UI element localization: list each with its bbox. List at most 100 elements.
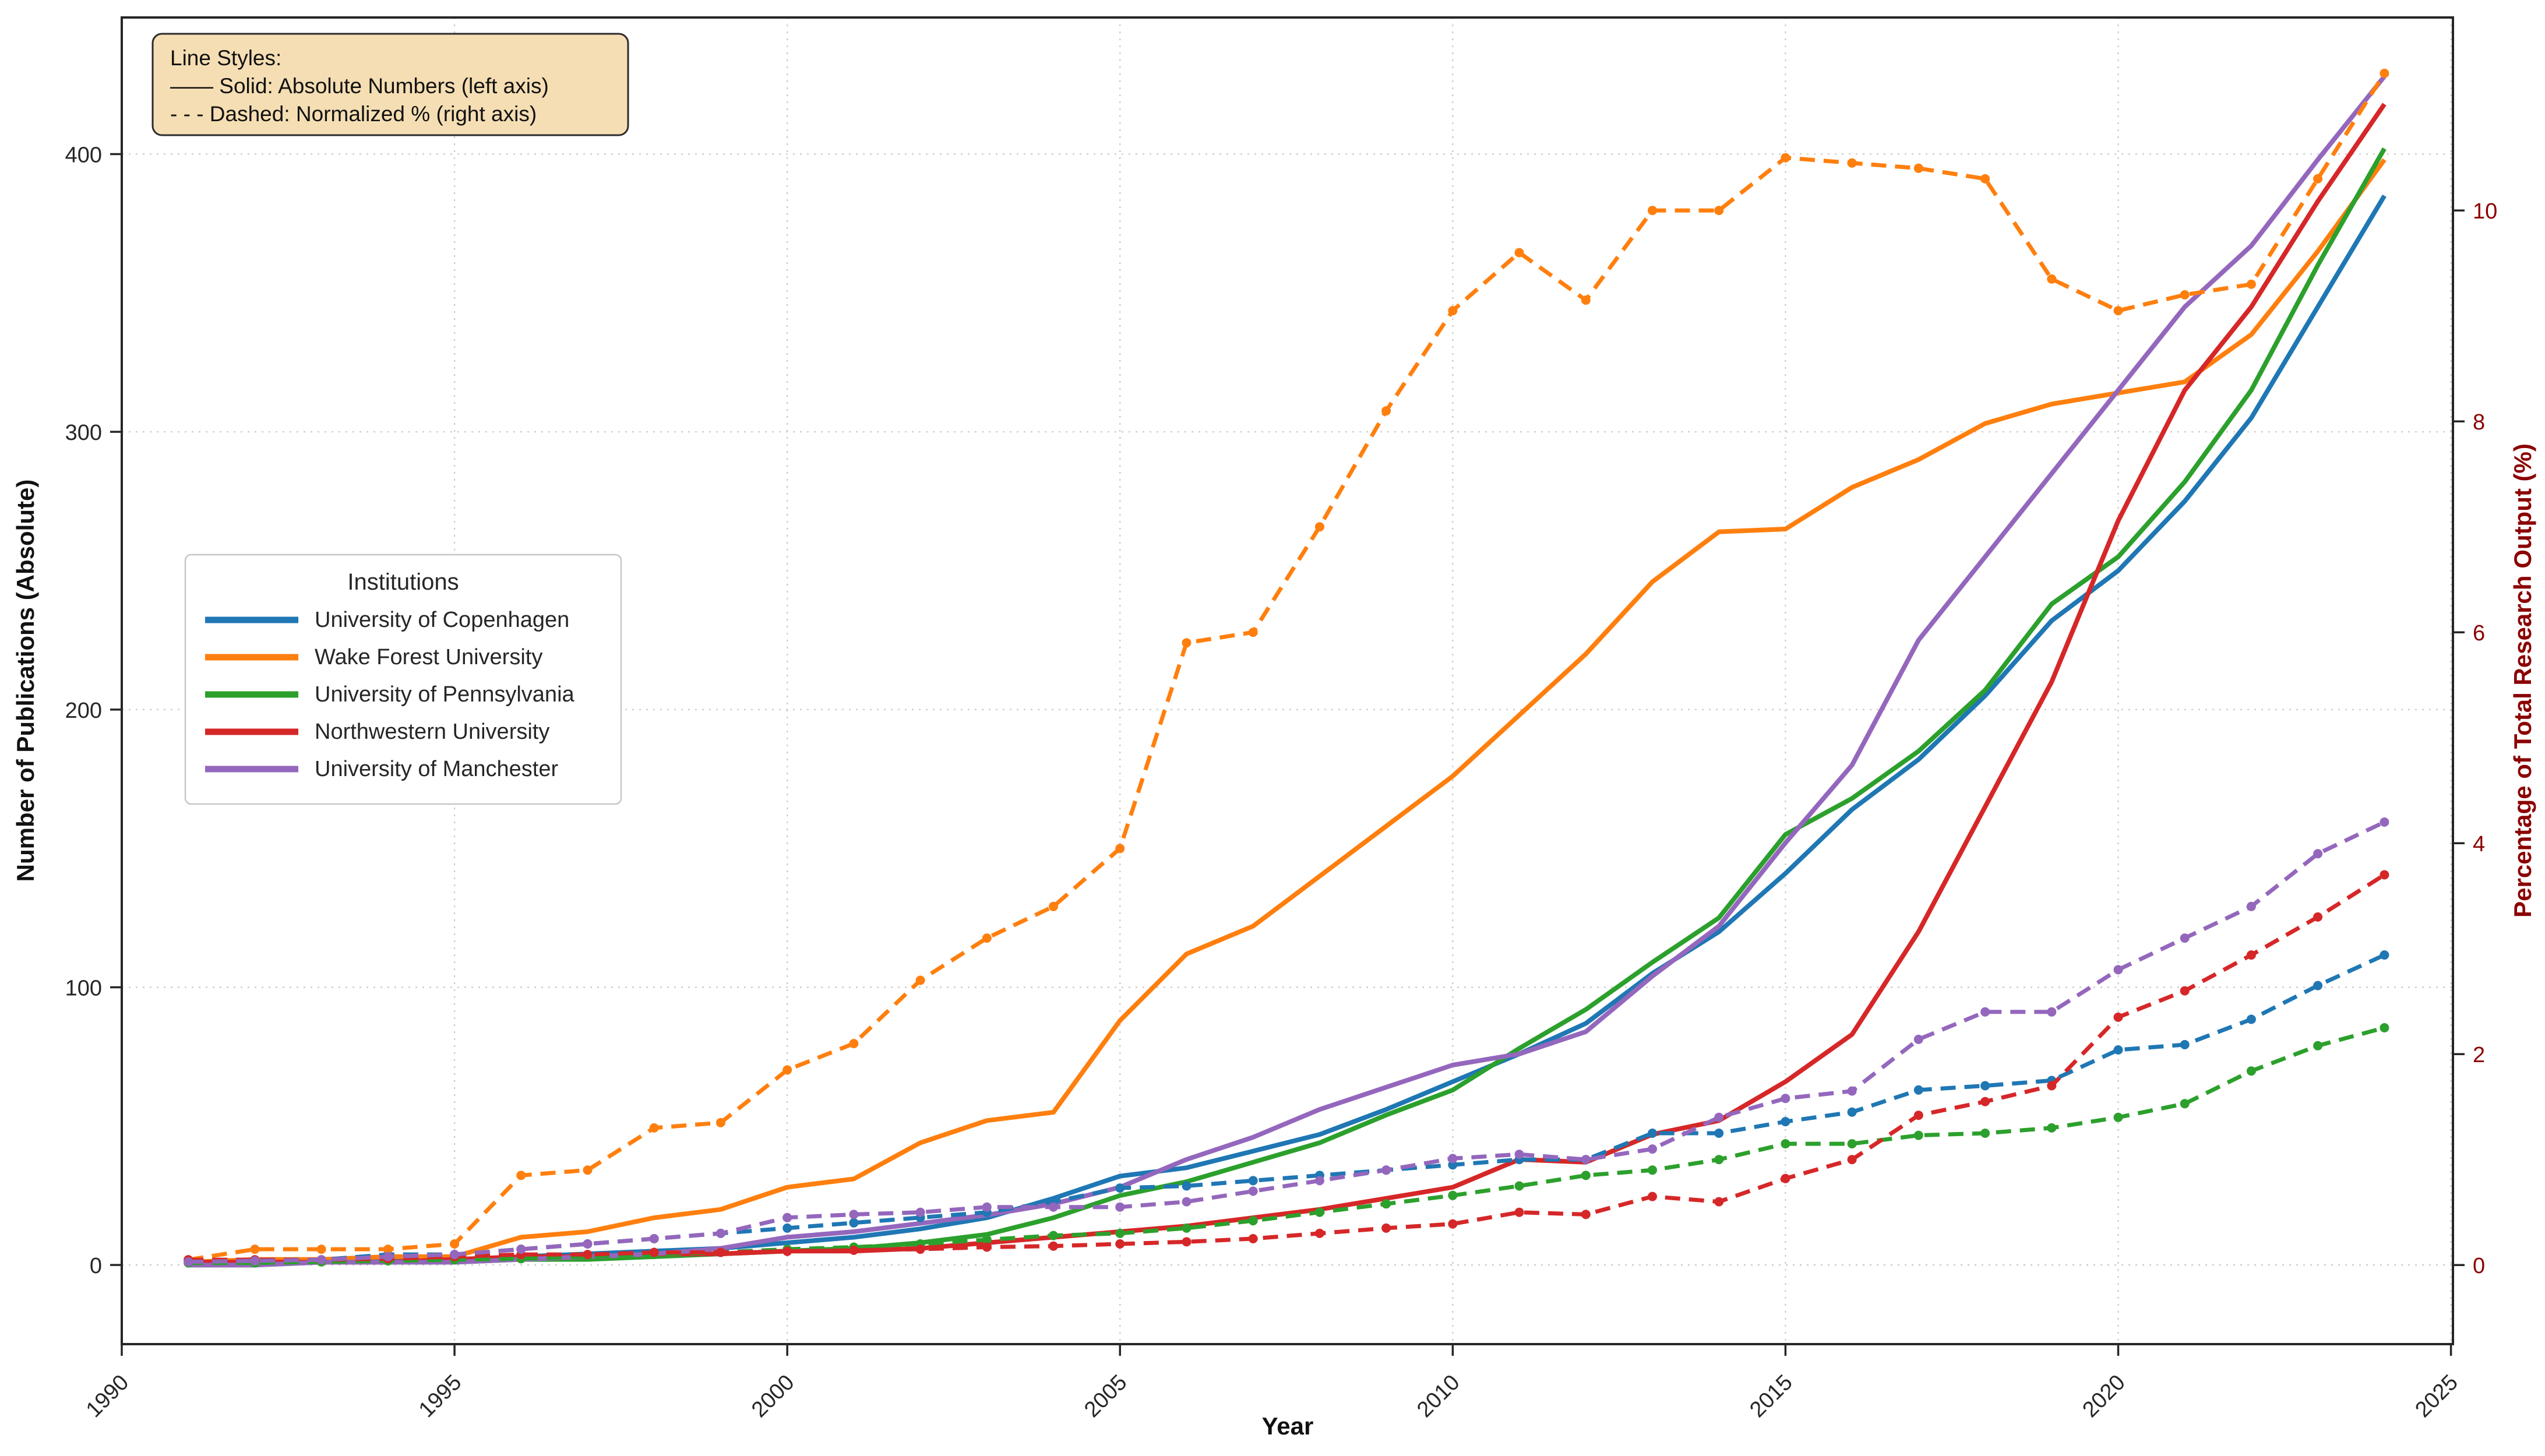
legend-label-university-of-copenhagen: University of Copenhagen <box>315 608 569 632</box>
marker-university-of-pennsylvania-2021 <box>2180 1099 2190 1109</box>
marker-university-of-pennsylvania-2004 <box>1049 1231 1058 1240</box>
y-left-tick-label-200: 200 <box>65 699 102 723</box>
x-tick-label-1990: 1990 <box>82 1370 133 1422</box>
marker-university-of-manchester-2000 <box>782 1212 792 1222</box>
x-tick-label-2020: 2020 <box>2078 1370 2130 1422</box>
marker-university-of-manchester-1995 <box>450 1250 460 1260</box>
marker-university-of-copenhagen-2000 <box>782 1223 792 1233</box>
y-left-tick-label-0: 0 <box>90 1254 102 1278</box>
marker-university-of-copenhagen-2015 <box>1781 1117 1790 1127</box>
marker-wake-forest-university-2008 <box>1314 522 1324 532</box>
marker-university-of-manchester-1999 <box>715 1228 725 1238</box>
marker-wake-forest-university-2014 <box>1714 206 1724 216</box>
marker-wake-forest-university-1998 <box>649 1123 659 1133</box>
marker-university-of-manchester-1998 <box>649 1234 659 1243</box>
marker-university-of-pennsylvania-2003 <box>982 1235 992 1245</box>
marker-university-of-manchester-2022 <box>2246 901 2256 911</box>
marker-northwestern-university-2017 <box>1913 1110 1923 1120</box>
marker-university-of-manchester-1996 <box>516 1245 526 1254</box>
marker-university-of-manchester-2005 <box>1115 1202 1125 1212</box>
marker-wake-forest-university-2001 <box>849 1039 859 1049</box>
marker-university-of-copenhagen-2005 <box>1115 1183 1125 1193</box>
marker-northwestern-university-2012 <box>1581 1210 1591 1219</box>
marker-university-of-copenhagen-2021 <box>2180 1040 2190 1049</box>
legend-label-university-of-pennsylvania: University of Pennsylvania <box>315 682 575 707</box>
marker-university-of-pennsylvania-2013 <box>1648 1165 1657 1175</box>
marker-university-of-copenhagen-2006 <box>1182 1181 1192 1191</box>
marker-wake-forest-university-2002 <box>915 975 925 985</box>
marker-northwestern-university-2020 <box>2113 1012 2123 1022</box>
marker-wake-forest-university-2006 <box>1182 638 1192 648</box>
marker-university-of-manchester-2006 <box>1182 1197 1192 1207</box>
annotation-line-3: - - - Dashed: Normalized % (right axis) <box>170 102 537 126</box>
line-styles-annotation: Line Styles: —— Solid: Absolute Numbers … <box>151 33 629 136</box>
marker-northwestern-university-2006 <box>1182 1237 1192 1247</box>
y-right-tick-label-6: 6 <box>2473 621 2485 646</box>
series-path-university-of-manchester-dashed <box>188 820 2385 1264</box>
marker-university-of-pennsylvania-2009 <box>1381 1199 1391 1209</box>
marker-university-of-manchester-2008 <box>1314 1176 1324 1186</box>
marker-university-of-manchester-2003 <box>982 1202 992 1212</box>
series-path-wake-forest-university-solid <box>188 158 2387 1265</box>
y-left-tick-label-400: 400 <box>65 143 102 168</box>
series-wake-forest-university-dashed <box>184 68 2389 1265</box>
legend-label-northwestern-university: Northwestern University <box>315 720 549 744</box>
marker-university-of-manchester-2014 <box>1714 1112 1724 1122</box>
marker-university-of-manchester-1992 <box>250 1256 260 1265</box>
marker-university-of-pennsylvania-2022 <box>2246 1066 2256 1076</box>
x-tick-label-2025: 2025 <box>2410 1370 2462 1422</box>
marker-university-of-copenhagen-2001 <box>849 1218 859 1228</box>
marker-wake-forest-university-1995 <box>450 1239 460 1249</box>
marker-wake-forest-university-2004 <box>1049 901 1058 911</box>
legend-item-wake-forest-university: Wake Forest University <box>205 645 542 669</box>
marker-university-of-copenhagen-2017 <box>1913 1085 1923 1095</box>
marker-wake-forest-university-1992 <box>250 1245 260 1254</box>
marker-wake-forest-university-2022 <box>2246 279 2256 289</box>
marker-university-of-manchester-2019 <box>2047 1007 2057 1017</box>
marker-university-of-manchester-2023 <box>2313 849 2323 859</box>
marker-university-of-copenhagen-2023 <box>2313 981 2323 990</box>
marker-university-of-pennsylvania-2024 <box>2380 1023 2389 1032</box>
y-left-tick-label-100: 100 <box>65 976 102 1000</box>
marker-northwestern-university-2007 <box>1248 1234 1258 1243</box>
legend-institutions: Institutions University of Copenhagen Wak… <box>184 554 622 805</box>
marker-university-of-manchester-2017 <box>1913 1034 1923 1044</box>
marker-northwestern-university-2015 <box>1781 1173 1790 1183</box>
marker-wake-forest-university-2019 <box>2047 274 2057 284</box>
marker-wake-forest-university-2018 <box>1980 174 1990 184</box>
series-layer <box>184 68 2389 1268</box>
y-right-tick-label-10: 10 <box>2473 199 2497 224</box>
legend-item-university-of-manchester: University of Manchester <box>205 757 558 781</box>
marker-university-of-pennsylvania-2020 <box>2113 1112 2123 1122</box>
marker-wake-forest-university-2009 <box>1381 406 1391 416</box>
legend-item-northwestern-university: Northwestern University <box>205 720 549 744</box>
marker-northwestern-university-2016 <box>1847 1155 1857 1165</box>
legend-item-university-of-copenhagen: University of Copenhagen <box>205 608 569 632</box>
marker-university-of-pennsylvania-2005 <box>1115 1228 1125 1238</box>
marker-wake-forest-university-1997 <box>583 1165 593 1175</box>
marker-northwestern-university-2004 <box>1049 1241 1058 1251</box>
marker-university-of-pennsylvania-2015 <box>1781 1139 1790 1149</box>
y-right-tick-label-4: 4 <box>2473 832 2485 856</box>
marker-northwestern-university-2023 <box>2313 912 2323 922</box>
marker-northwestern-university-2009 <box>1381 1223 1391 1233</box>
marker-wake-forest-university-2012 <box>1581 295 1591 305</box>
marker-northwestern-university-2014 <box>1714 1197 1724 1207</box>
annotation-line-2: —— Solid: Absolute Numbers (left axis) <box>170 74 549 98</box>
marker-northwestern-university-2018 <box>1980 1097 1990 1106</box>
marker-university-of-manchester-1994 <box>383 1251 393 1261</box>
legend-label-wake-forest-university: Wake Forest University <box>315 645 542 669</box>
marker-northwestern-university-2003 <box>982 1242 992 1252</box>
marker-university-of-pennsylvania-2011 <box>1514 1181 1524 1191</box>
marker-university-of-manchester-2016 <box>1847 1086 1857 1096</box>
marker-northwestern-university-2002 <box>915 1245 925 1254</box>
x-tick-label-2005: 2005 <box>1080 1370 1131 1422</box>
marker-university-of-manchester-1993 <box>316 1255 326 1265</box>
y-axis-label-right: Percentage of Total Research Output (%) <box>2509 443 2536 918</box>
marker-wake-forest-university-2017 <box>1913 163 1923 173</box>
series-northwestern-university-dashed <box>184 870 2389 1265</box>
marker-university-of-pennsylvania-2023 <box>2313 1041 2323 1050</box>
marker-wake-forest-university-1994 <box>383 1245 393 1254</box>
marker-wake-forest-university-2003 <box>982 933 992 943</box>
